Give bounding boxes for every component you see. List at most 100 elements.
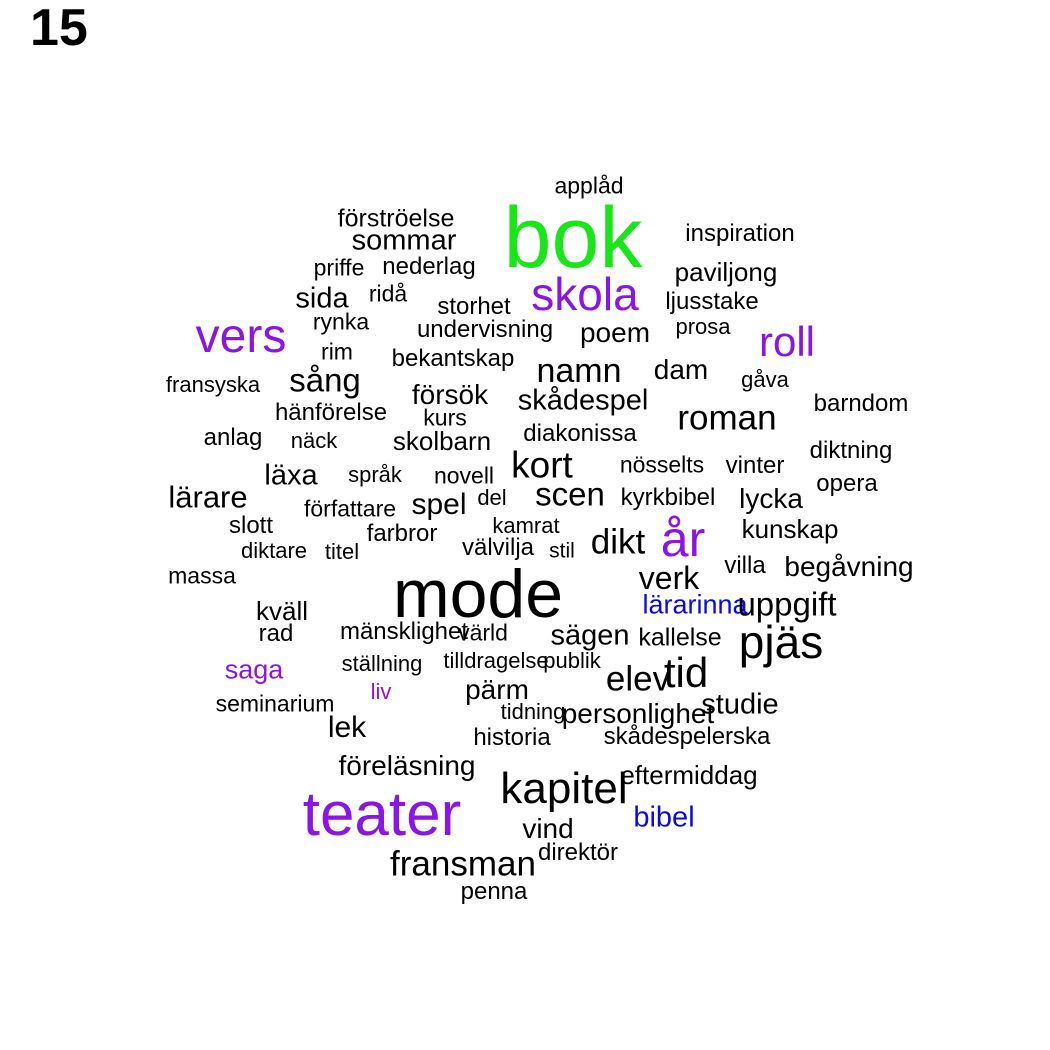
word-diktning: diktning [809, 437, 893, 464]
word-publik: publik [543, 648, 601, 673]
word-rynka: rynka [312, 308, 370, 335]
word-kamrat: kamrat [492, 513, 560, 538]
word-forfattare: författare [303, 495, 397, 522]
word-vinter: vinter [725, 452, 785, 479]
word-rad: rad [258, 620, 294, 647]
word-elev: elev [605, 659, 671, 699]
word-spel: spel [411, 488, 467, 521]
word-hanforelse: hänförelse [274, 399, 388, 426]
word-teater: teater [302, 780, 462, 849]
word-eftermiddag: eftermiddag [620, 760, 758, 790]
word-diakonissa: diakonissa [523, 420, 637, 447]
word-sprak: språk [348, 462, 402, 487]
word-farbror: farbror [366, 520, 438, 547]
word-inspiration: inspiration [685, 220, 795, 247]
word-mansklighet: mänsklighet [339, 618, 469, 645]
word-kyrkbibel: kyrkbibel [620, 484, 716, 511]
word-sommar: sommar [351, 224, 457, 257]
word-kort: kort [511, 444, 573, 486]
word-roll: roll [758, 318, 816, 365]
word-sagen: sägen [550, 619, 630, 652]
word-sida: sida [295, 282, 349, 315]
word-titel: titel [324, 539, 360, 564]
word-verk: verk [638, 560, 700, 596]
word-paviljong: paviljong [674, 257, 778, 287]
word-saga: saga [224, 654, 284, 685]
word-valvilja: välvilja [461, 534, 535, 561]
word-sang: sång [289, 361, 361, 399]
word-nosselts: nösselts [619, 451, 705, 478]
word-skadespel: skådespel [517, 384, 649, 417]
word-direktor: direktör [537, 839, 619, 866]
word-fransyska: fransyska [165, 372, 261, 397]
word-penna: penna [460, 878, 528, 905]
word-kunskap: kunskap [741, 514, 839, 544]
word-nederlag: nederlag [382, 253, 476, 280]
word-bibel: bibel [633, 801, 695, 834]
word-applad: applåd [554, 172, 624, 199]
word-slott: slott [228, 512, 274, 539]
word-skadespelerska: skådespelerska [603, 723, 771, 750]
word-storhet: storhet [437, 293, 511, 320]
word-barndom: barndom [813, 390, 909, 417]
word-opera: opera [816, 470, 878, 497]
word-scen: scen [535, 475, 605, 513]
word-historia: historia [473, 724, 551, 751]
word-fransman: fransman [390, 844, 536, 884]
panel-number: 15 [30, 0, 88, 57]
word-gava: gåva [741, 367, 789, 392]
word-ljusstake: ljusstake [665, 288, 759, 315]
word-liv: liv [370, 679, 392, 704]
word-poem: poem [579, 317, 651, 348]
word-undervisning: undervisning [416, 316, 554, 343]
word-forstroelse: förströelse [337, 204, 455, 233]
word-vind: vind [522, 813, 574, 844]
word-del: del [477, 485, 507, 510]
word-larare: lärare [168, 479, 248, 515]
word-diktare: diktare [240, 538, 308, 563]
word-lararinna: lärarinna [642, 589, 748, 620]
word-bok: bok [503, 190, 643, 286]
word-varld: värld [458, 619, 508, 646]
word-villa: villa [724, 552, 766, 579]
word-bekantskap: bekantskap [391, 345, 515, 372]
word-kvall: kväll [255, 596, 309, 626]
word-lek: lek [327, 711, 367, 744]
word-ar: år [660, 511, 706, 567]
word-kurs: kurs [423, 404, 467, 431]
word-prosa: prosa [675, 314, 731, 339]
word-novell: novell [433, 462, 495, 489]
word-parm: pärm [465, 674, 529, 705]
word-studie: studie [701, 688, 779, 721]
word-begavning: begåvning [784, 551, 914, 582]
word-mode: mode [392, 556, 564, 632]
word-pjas: pjäs [738, 616, 824, 668]
word-rim: rim [321, 338, 353, 365]
word-namn: namn [536, 352, 622, 390]
word-anlag: anlag [203, 424, 263, 451]
word-dikt: dikt [590, 522, 646, 562]
word-lycka: lycka [739, 483, 803, 514]
word-tid: tid [663, 649, 709, 696]
word-forsok: försök [411, 379, 489, 410]
word-laxa: läxa [264, 459, 318, 492]
word-personlighet: personlighet [561, 698, 715, 729]
word-kallelse: kallelse [638, 623, 722, 652]
word-tidning: tidning [500, 699, 566, 724]
word-massa: massa [168, 562, 236, 589]
word-nack: näck [290, 428, 338, 453]
word-vers: vers [195, 310, 287, 363]
word-rida: ridå [368, 280, 408, 307]
word-forelasning: föreläsning [338, 750, 476, 781]
word-skola: skola [531, 268, 639, 320]
word-stallning: ställning [341, 651, 423, 676]
word-tilldragelse: tilldragelse [443, 648, 549, 673]
word-roman: roman [677, 398, 777, 438]
word-priffe: priffe [313, 254, 365, 281]
word-stil: stil [549, 539, 575, 563]
word-skolbarn: skolbarn [392, 426, 492, 456]
word-seminarium: seminarium [215, 690, 335, 717]
word-kapitel: kapitel [500, 764, 628, 813]
word-uppgift: uppgift [737, 585, 837, 623]
